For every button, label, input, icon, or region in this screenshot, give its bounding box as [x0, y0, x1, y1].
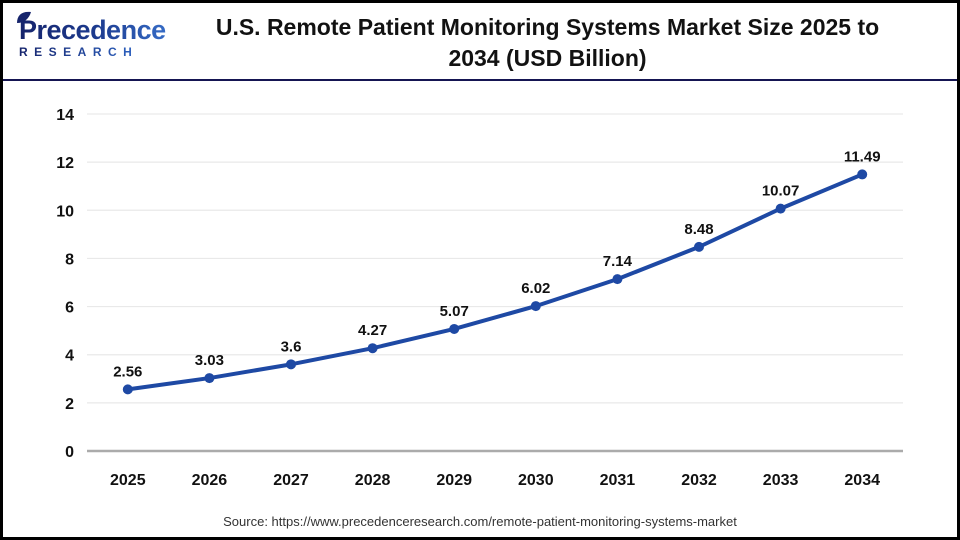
- data-point: [775, 203, 786, 214]
- data-label: 6.02: [521, 280, 550, 297]
- data-point: [530, 301, 541, 312]
- logo-word-precedence: Precedence: [19, 16, 188, 44]
- chart-title-line2: 2034 (USD Billion): [448, 45, 647, 71]
- x-tick-label: 2034: [844, 472, 880, 489]
- data-label: 8.48: [684, 221, 713, 238]
- data-label: 3.6: [281, 338, 302, 355]
- y-tick-label: 12: [56, 155, 74, 172]
- data-point: [367, 343, 378, 354]
- precedence-research-logo: Precedence RESEARCH: [3, 3, 188, 59]
- y-tick-label: 2: [65, 396, 74, 413]
- y-tick-label: 6: [65, 300, 74, 317]
- data-label: 7.14: [603, 253, 633, 270]
- series-line: [125, 172, 865, 392]
- x-tick-label: 2033: [763, 472, 799, 489]
- data-point: [122, 384, 133, 395]
- chart-svg: 0 2 4 6 8 10 12 14 2025 2026 2027 2028 2029 2030 2031 2…: [56, 107, 903, 489]
- y-tick-label: 14: [56, 107, 74, 124]
- chart-area: 0 2 4 6 8 10 12 14 2025 2026 2027 2028 2029 2030 2031 2…: [3, 83, 957, 508]
- y-tick-label: 4: [65, 348, 74, 365]
- data-label: 4.27: [358, 322, 387, 339]
- data-label: 3.03: [195, 352, 224, 369]
- x-tick-label: 2028: [355, 472, 391, 489]
- data-point: [612, 274, 623, 285]
- data-point: [694, 241, 704, 252]
- data-label: 10.07: [762, 183, 800, 200]
- chart-title: U.S. Remote Patient Monitoring Systems M…: [188, 3, 957, 74]
- leaf-icon: [17, 11, 31, 23]
- data-point: [286, 359, 296, 370]
- y-tick-label: 0: [65, 444, 74, 461]
- x-tick-label: 2026: [192, 472, 228, 489]
- data-label: 5.07: [440, 303, 469, 320]
- x-tick-label: 2031: [600, 472, 636, 489]
- data-point: [204, 373, 215, 384]
- x-tick-label: 2025: [110, 472, 146, 489]
- y-tick-label: 8: [65, 251, 74, 268]
- data-label: 2.56: [113, 363, 142, 380]
- data-point: [857, 169, 868, 180]
- header: Precedence RESEARCH U.S. Remote Patient …: [3, 3, 957, 81]
- x-tick-label: 2027: [273, 472, 309, 489]
- logo-word-research: RESEARCH: [19, 45, 188, 59]
- chart-title-line1: U.S. Remote Patient Monitoring Systems M…: [215, 14, 880, 40]
- x-tick-label: 2029: [436, 472, 472, 489]
- x-tick-label: 2030: [518, 472, 554, 489]
- source-text: Source: https://www.precedenceresearch.c…: [223, 514, 737, 529]
- x-tick-label: 2032: [681, 472, 717, 489]
- data-label: 11.49: [844, 148, 881, 165]
- y-tick-label: 10: [56, 203, 74, 220]
- data-point: [449, 323, 460, 334]
